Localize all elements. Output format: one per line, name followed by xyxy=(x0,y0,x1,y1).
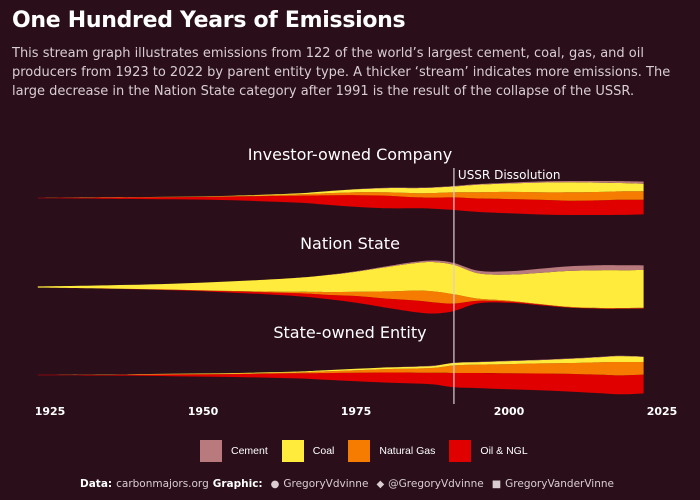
panel-title-nation-state: Nation State xyxy=(300,234,400,253)
x-tick-1975: 1975 xyxy=(341,405,372,418)
footer-credits: Data: carbonmajors.org Graphic: ● Gregory… xyxy=(80,478,640,490)
github-handle: GregoryVdvinne xyxy=(283,478,369,490)
linkedin-icon: ■ xyxy=(491,478,502,490)
stream-nation-state-coal xyxy=(37,262,644,309)
linkedin-handle: GregoryVanderVinne xyxy=(505,478,614,490)
github-icon: ● xyxy=(270,478,280,490)
panel-title-state-owned-entity: State-owned Entity xyxy=(273,323,426,342)
x-tick-2025: 2025 xyxy=(647,405,678,418)
chart-title: One Hundred Years of Emissions xyxy=(12,8,406,33)
x-tick-2000: 2000 xyxy=(494,405,525,418)
legend-item-natural-gas: Natural Gas xyxy=(348,440,435,462)
legend: Cement Coal Natural Gas Oil & NGL xyxy=(200,438,528,464)
legend-swatch-natural-gas xyxy=(348,440,371,462)
streamgraph-chart: Investor-owned Company Nation State State-… xyxy=(35,145,678,418)
legend-label-cement: Cement xyxy=(231,445,268,457)
stream-nation-state-oil-ngl xyxy=(37,287,644,314)
x-tick-1950: 1950 xyxy=(188,405,219,418)
panel-title-investor-owned-company: Investor-owned Company xyxy=(248,145,452,164)
panel-investor-owned-company xyxy=(37,180,644,216)
chart-subtitle: This stream graph illustrates emissions … xyxy=(12,46,671,99)
graphic-prefix: Graphic: xyxy=(212,478,263,490)
data-source: carbonmajors.org xyxy=(116,478,209,490)
stream-state-owned-entity-natural-gas xyxy=(37,361,644,376)
stream-investor-owned-company-coal xyxy=(37,182,644,198)
data-prefix: Data: xyxy=(80,478,113,490)
twitter-icon: ◆ xyxy=(376,478,385,490)
stream-nation-state-cement xyxy=(37,260,644,287)
legend-item-cement: Cement xyxy=(200,440,268,462)
panel-state-owned-entity xyxy=(37,355,644,395)
legend-label-natural-gas: Natural Gas xyxy=(379,445,436,457)
legend-swatch-coal xyxy=(281,440,304,462)
stream-investor-owned-company-natural-gas xyxy=(37,191,644,201)
stream-state-owned-entity-oil-ngl xyxy=(37,372,644,395)
stream-investor-owned-company-oil-ngl xyxy=(37,195,644,216)
x-tick-1925: 1925 xyxy=(35,405,66,418)
legend-label-coal: Coal xyxy=(312,445,335,457)
legend-label-oil-ngl: Oil & NGL xyxy=(480,445,528,457)
panel-nation-state xyxy=(37,260,644,314)
ussr-dissolution-label: USSR Dissolution xyxy=(458,168,561,182)
legend-item-coal: Coal xyxy=(281,440,335,462)
legend-swatch-cement xyxy=(200,440,222,462)
twitter-handle: @GregoryVdvinne xyxy=(388,478,484,490)
legend-swatch-oil-ngl xyxy=(449,440,472,462)
legend-item-oil-ngl: Oil & NGL xyxy=(449,440,528,462)
